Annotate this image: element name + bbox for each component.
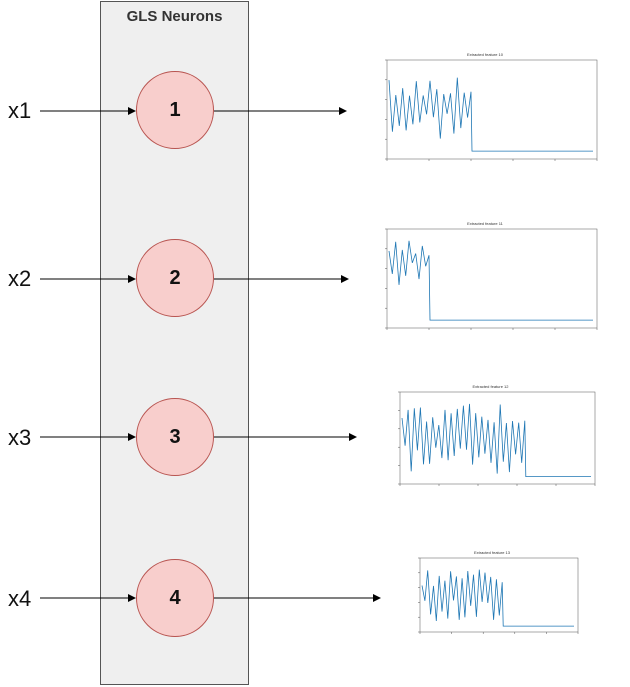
neuron-4-label: 4 [169, 586, 181, 609]
plot-title: Extracted feature 11 [467, 221, 504, 226]
feature-plot-4: Extracted feature 13 [398, 546, 586, 646]
plot-series-line [401, 403, 591, 477]
plot-series-line [388, 77, 593, 152]
input-label-x3: x3 [8, 425, 32, 450]
input-label-x2: x2 [8, 266, 32, 291]
plot-axes-frame [386, 59, 598, 160]
neuron-2-label: 2 [169, 266, 181, 289]
feature-plot-1: Extracted feature 10 [365, 48, 605, 173]
plot-axes-frame [399, 391, 596, 485]
neuron-3: 3 [136, 398, 214, 476]
plot-series-line [421, 569, 574, 627]
feature-plot-2: Extracted feature 11 [365, 217, 605, 342]
neuron-2: 2 [136, 239, 214, 317]
gls-neurons-title: GLS Neurons [126, 8, 223, 25]
plot-title: Extracted feature 13 [474, 550, 511, 555]
plot-series-line [388, 240, 593, 321]
neuron-3-label: 3 [169, 425, 181, 448]
neuron-4: 4 [136, 559, 214, 637]
plot-title: Extracted feature 10 [467, 52, 504, 57]
neuron-1: 1 [136, 71, 214, 149]
plot-title: Extracted feature 12 [472, 384, 509, 389]
plot-axes-frame [419, 557, 579, 633]
input-label-x4: x4 [8, 586, 32, 611]
feature-plot-3: Extracted feature 12 [378, 380, 603, 498]
input-label-x1: x1 [8, 98, 32, 123]
neuron-1-label: 1 [169, 98, 181, 121]
plot-axes-frame [386, 228, 598, 329]
